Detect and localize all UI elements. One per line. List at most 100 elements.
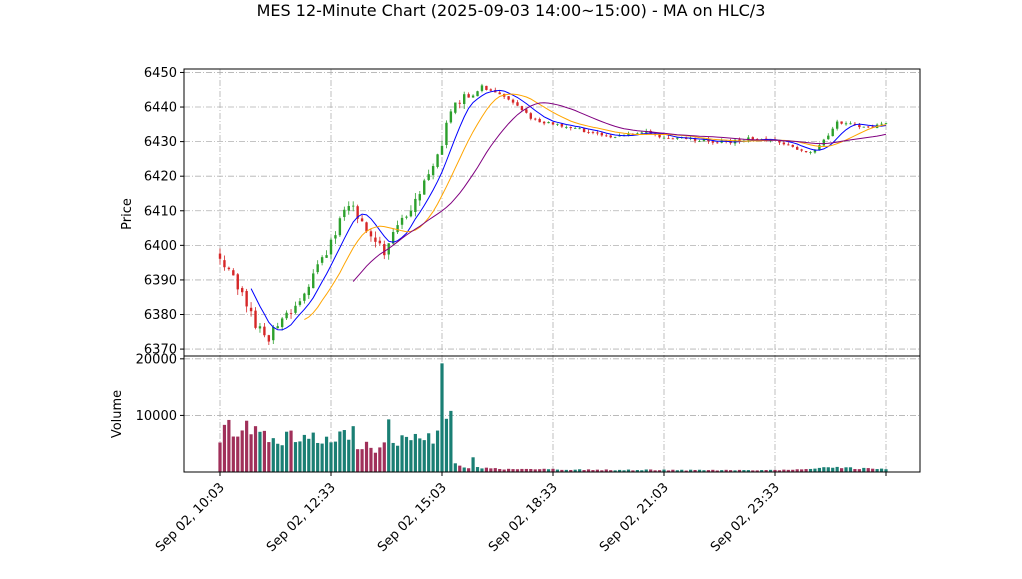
- volume-bar: [680, 469, 684, 472]
- volume-bar: [427, 433, 431, 472]
- volume-bar: [480, 468, 484, 472]
- volume-bar: [524, 468, 528, 472]
- volume-bar: [262, 430, 266, 472]
- candle-body: [569, 127, 572, 129]
- candle-body: [596, 132, 599, 134]
- volume-bar: [462, 467, 466, 472]
- candle-body: [241, 288, 244, 293]
- ma-line-slow: [352, 102, 887, 282]
- candle-body: [813, 149, 817, 153]
- candle-body: [867, 126, 870, 128]
- volume-y-ticks: 10000 20000: [136, 352, 184, 424]
- volume-bar: [640, 470, 644, 472]
- candle-body: [320, 257, 324, 263]
- chart-title: MES 12-Minute Chart (2025-09-03 14:00~15…: [257, 1, 766, 20]
- candle-body: [822, 139, 826, 146]
- candle-body: [640, 132, 643, 134]
- candle-body: [578, 128, 581, 130]
- volume-bar: [218, 442, 222, 472]
- candle-body: [622, 134, 626, 136]
- volume-bar: [764, 470, 768, 472]
- volume-bar: [507, 468, 511, 472]
- candle-body: [227, 267, 231, 270]
- candle-body: [405, 216, 408, 218]
- volume-bar: [320, 443, 324, 472]
- candle-body: [796, 147, 799, 150]
- candle-body: [551, 122, 555, 125]
- candle-body: [787, 144, 790, 146]
- candle-body: [463, 94, 466, 105]
- candle-body: [565, 127, 568, 128]
- candle-body: [458, 102, 461, 104]
- volume-bar: [689, 469, 693, 472]
- candle-body: [334, 235, 337, 239]
- candle-body: [338, 218, 342, 236]
- volume-bar: [276, 443, 280, 472]
- volume-bar: [582, 470, 586, 472]
- candle-body: [693, 138, 697, 141]
- volume-bar: [635, 470, 639, 472]
- candle-body: [485, 85, 488, 90]
- candle-body: [409, 210, 413, 217]
- candle-body: [298, 301, 302, 305]
- candle-body: [467, 94, 470, 98]
- volume-bar: [564, 469, 568, 472]
- volume-bar: [258, 431, 262, 472]
- candle-body: [809, 152, 812, 153]
- volume-bar: [373, 452, 377, 472]
- candle-body: [516, 102, 519, 106]
- volume-bar: [777, 470, 782, 472]
- candle-body: [884, 122, 888, 124]
- volume-bar: [822, 467, 826, 472]
- volume-bar: [542, 468, 546, 472]
- price-tick-label: 6420: [144, 170, 177, 185]
- volume-bar: [493, 468, 497, 472]
- price-tick-label: 6400: [144, 239, 177, 254]
- volume-bar: [831, 467, 835, 472]
- volume-tick-label: 10000: [136, 409, 177, 424]
- volume-bar: [351, 426, 355, 472]
- volume-bar: [600, 470, 604, 472]
- candle-body: [791, 144, 794, 147]
- candle-body: [600, 132, 604, 136]
- volume-bar: [418, 438, 422, 472]
- volume-bar: [737, 469, 742, 472]
- volume-bar: [271, 438, 275, 472]
- volume-bar: [404, 436, 409, 472]
- volume-bar: [618, 469, 622, 472]
- candle-body: [232, 270, 235, 276]
- candle-body: [538, 118, 541, 123]
- volume-bar: [835, 466, 839, 472]
- volume-bar: [569, 469, 573, 472]
- candle-body: [778, 140, 781, 143]
- volume-bar: [813, 468, 817, 472]
- volume-bar: [546, 469, 551, 472]
- volume-bar: [302, 434, 306, 472]
- candle-body: [352, 205, 355, 207]
- candle-body: [627, 133, 630, 136]
- candle-body: [374, 237, 377, 242]
- volume-bar: [711, 469, 715, 472]
- volume-bar: [391, 442, 395, 472]
- volume-bar: [768, 469, 773, 472]
- candle-body: [254, 310, 257, 328]
- volume-bar: [622, 470, 626, 472]
- volume-bar: [529, 468, 533, 472]
- volume-bar: [724, 469, 728, 472]
- candle-body: [480, 85, 484, 91]
- candle-body: [365, 222, 368, 232]
- volume-bar: [675, 470, 679, 472]
- candle-body: [440, 145, 444, 155]
- price-tick-label: 6390: [144, 273, 177, 288]
- volume-bar: [742, 470, 746, 472]
- volume-bar: [356, 449, 360, 472]
- volume-bar: [573, 469, 577, 472]
- x-axis-ticks: Sep 02, 10:03 Sep 02, 12:33 Sep 02, 15:03 S…: [153, 472, 887, 555]
- volume-bar: [293, 442, 298, 472]
- candle-body: [511, 99, 515, 103]
- candle-body: [423, 180, 426, 195]
- volume-bar: [467, 468, 471, 472]
- volume-bar: [729, 470, 733, 472]
- x-tick-label: Sep 02, 15:03: [375, 480, 450, 555]
